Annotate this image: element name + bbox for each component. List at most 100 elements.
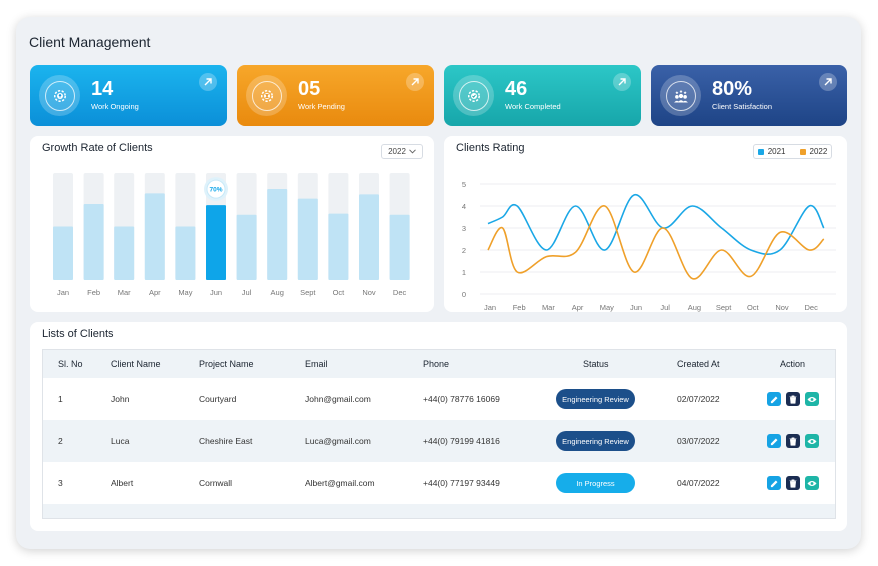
x-tick-label: Nov [362,288,376,297]
x-tick-label: Oct [333,288,346,297]
stat-value: 80% [712,78,753,100]
stat-label: Work Ongoing [91,102,139,111]
clients-rating-panel: Clients Rating 2021 2022 0 1 2 3 4 5 Jan Feb Mar… [444,136,847,312]
eye-icon[interactable] [805,476,819,490]
stat-value: 05 [298,78,321,100]
cell-project-name: Cornwall [199,478,233,488]
clients-list-panel: Lists of Clients Sl. No Client Name Proj… [30,322,847,531]
col-client-name: Client Name [111,359,161,369]
x-tick-label: Feb [87,288,100,297]
stat-card-client-satisfaction[interactable]: 80% Client Satisfaction [651,65,847,126]
x-tick-label: Mar [542,303,555,312]
trash-icon[interactable] [786,434,800,448]
y-tick-label: 5 [462,180,466,189]
x-tick-label: Aug [271,288,284,297]
year-select-value: 2022 [388,147,406,156]
col-project-name: Project Name [199,359,254,369]
cell-client-name: John [111,394,130,404]
bar-jun[interactable] [206,205,226,280]
x-tick-label: Feb [513,303,526,312]
stat-card-work-pending[interactable]: 05 Work Pending [237,65,434,126]
stat-value: 46 [505,78,528,100]
cell-phone: +44(0) 77197 93449 [423,478,500,488]
table-header: Sl. No Client Name Project Name Email Ph… [43,350,835,378]
stat-label: Work Pending [298,102,345,111]
rating-legend: 2021 2022 [753,144,832,159]
eye-icon[interactable] [805,434,819,448]
y-tick-label: 0 [462,290,466,299]
trash-icon[interactable] [786,476,800,490]
bar-mar[interactable] [114,226,135,281]
table-row: 1 John Courtyard John@gmail.com +44(0) 7… [43,378,835,420]
bar-oct[interactable] [328,213,349,280]
bar-aug[interactable] [267,189,288,280]
cell-sl: 2 [58,436,63,446]
bar-jul[interactable] [236,214,257,280]
cell-phone: +44(0) 79199 41816 [423,436,500,446]
bar-dec[interactable] [389,214,410,280]
bar-apr[interactable] [144,193,165,280]
edit-icon[interactable] [767,392,781,406]
gear-upload-icon [39,75,80,116]
x-tick-label: Jul [660,303,670,312]
arrow-up-right-icon[interactable] [406,73,424,91]
year-select[interactable]: 2022 [381,144,423,159]
x-tick-label: Sept [716,303,732,312]
cell-client-name: Luca [111,436,130,446]
cell-sl: 1 [58,394,63,404]
y-tick-label: 2 [462,246,466,255]
series-line-2021 [487,194,825,255]
legend-label-2021: 2021 [767,147,786,156]
legend-swatch-2021 [757,148,764,155]
gear-hourglass-icon [246,75,287,116]
rating-chart-title: Clients Rating [456,142,525,154]
x-tick-label: Apr [149,288,161,297]
growth-chart-title: Growth Rate of Clients [42,142,153,154]
col-email: Email [305,359,328,369]
cell-created-at: 02/07/2022 [677,394,720,404]
x-tick-label: Aug [688,303,701,312]
page-title: Client Management [29,34,151,50]
bar-jan[interactable] [53,226,73,281]
x-tick-label: Jun [210,288,222,297]
clients-list-title: Lists of Clients [42,328,114,340]
y-tick-label: 4 [462,202,466,211]
x-tick-label: May [600,303,614,312]
clients-table: Sl. No Client Name Project Name Email Ph… [42,349,836,519]
stat-card-work-ongoing[interactable]: 14 Work Ongoing [30,65,227,126]
x-tick-label: Sept [300,288,316,297]
cell-email: Albert@gmail.com [305,478,375,488]
clients-rating-line-chart: 0 1 2 3 4 5 Jan Feb Mar Apr May Jun Jul Aug Sept Oct Nov… [462,180,836,312]
series-line-2022 [487,205,825,280]
bar-may[interactable] [175,226,196,281]
growth-bar-chart: Jan Feb Mar Apr May Jun 70% Jul Aug Sept Oct Nov Dec [53,173,410,297]
bar-nov[interactable] [359,194,379,280]
growth-rate-panel: Growth Rate of Clients 2022 Jan Feb Mar Apr… [30,136,434,312]
eye-icon[interactable] [805,392,819,406]
highlight-value-label: 70% [209,187,222,194]
arrow-up-right-icon[interactable] [819,73,837,91]
x-tick-label: Jul [242,288,252,297]
chevron-down-icon [409,149,416,154]
arrow-up-right-icon[interactable] [199,73,217,91]
cell-project-name: Cheshire East [199,436,253,446]
status-badge: Engineering Review [556,389,635,409]
x-tick-label: May [178,288,192,297]
col-phone: Phone [423,359,450,369]
stat-card-work-completed[interactable]: 46 Work Completed [444,65,641,126]
arrow-up-right-icon[interactable] [613,73,631,91]
cell-project-name: Courtyard [199,394,237,404]
x-tick-label: Jun [630,303,642,312]
bar-feb[interactable] [83,204,104,280]
col-status: Status [583,359,609,369]
x-tick-label: Nov [775,303,789,312]
bar-sept[interactable] [297,198,318,280]
x-tick-label: Dec [805,303,819,312]
edit-icon[interactable] [767,476,781,490]
x-tick-label: Mar [118,288,131,297]
edit-icon[interactable] [767,434,781,448]
legend-label-2022: 2022 [809,147,828,156]
col-action: Action [780,359,806,369]
trash-icon[interactable] [786,392,800,406]
stat-label: Work Completed [505,102,561,111]
